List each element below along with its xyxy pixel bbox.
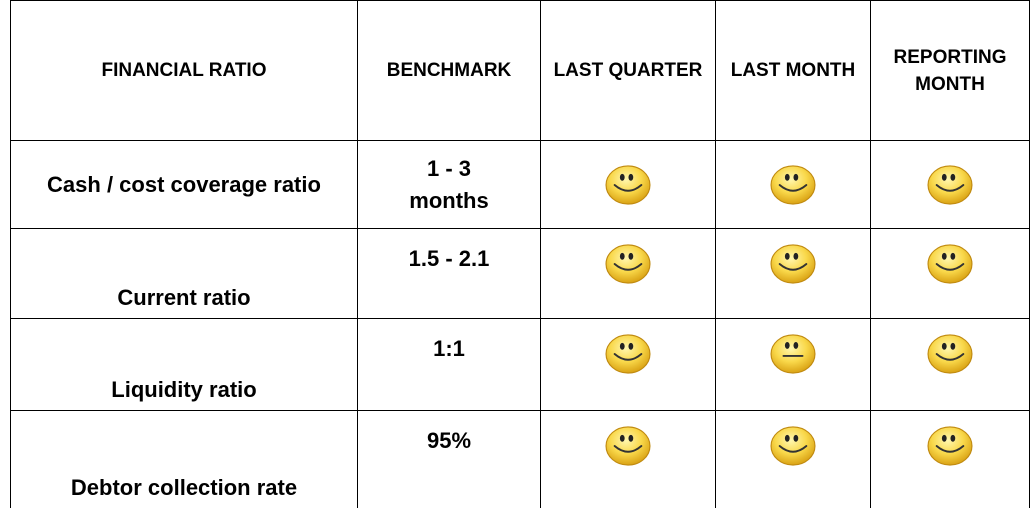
neutral-face [769, 333, 817, 375]
status-cell [870, 410, 1030, 508]
row: Debtor collection rate 95% [10, 410, 1030, 508]
happy-face [604, 333, 652, 375]
header-cell: REPORTING MONTH [870, 0, 1030, 141]
happy-face [926, 164, 974, 206]
ratio-name: Liquidity ratio [10, 318, 358, 411]
status-cell [540, 410, 716, 508]
row: Current ratio 1.5 - 2.1 [10, 228, 1030, 319]
happy-face [769, 425, 817, 467]
status-cell [540, 228, 716, 319]
happy-face [926, 425, 974, 467]
benchmark: 1 - 3 months [357, 140, 541, 229]
happy-face [604, 164, 652, 206]
header-cell: FINANCIAL RATIO [10, 0, 358, 141]
row: Liquidity ratio 1:1 [10, 318, 1030, 411]
benchmark: 1.5 - 2.1 [357, 228, 541, 319]
benchmark: 95% [357, 410, 541, 508]
happy-face [769, 243, 817, 285]
status-cell [715, 140, 871, 229]
status-cell [715, 228, 871, 319]
ratio-name: Debtor collection rate [10, 410, 358, 508]
header-cell: LAST QUARTER [540, 0, 716, 141]
happy-face [926, 333, 974, 375]
status-cell [870, 140, 1030, 229]
header-row: FINANCIAL RATIO BENCHMARK LAST QUARTER L… [10, 0, 1030, 141]
happy-face [926, 243, 974, 285]
status-cell [870, 228, 1030, 319]
ratio-name: Current ratio [10, 228, 358, 319]
ratio-table: FINANCIAL RATIO BENCHMARK LAST QUARTER L… [10, 0, 1030, 508]
status-cell [715, 318, 871, 411]
happy-face [769, 164, 817, 206]
ratio-name: Cash / cost coverage ratio [10, 140, 358, 229]
status-cell [540, 318, 716, 411]
status-cell [715, 410, 871, 508]
row: Cash / cost coverage ratio 1 - 3 months [10, 140, 1030, 229]
header-cell: BENCHMARK [357, 0, 541, 141]
benchmark: 1:1 [357, 318, 541, 411]
happy-face [604, 243, 652, 285]
happy-face [604, 425, 652, 467]
status-cell [870, 318, 1030, 411]
status-cell [540, 140, 716, 229]
header-cell: LAST MONTH [715, 0, 871, 141]
